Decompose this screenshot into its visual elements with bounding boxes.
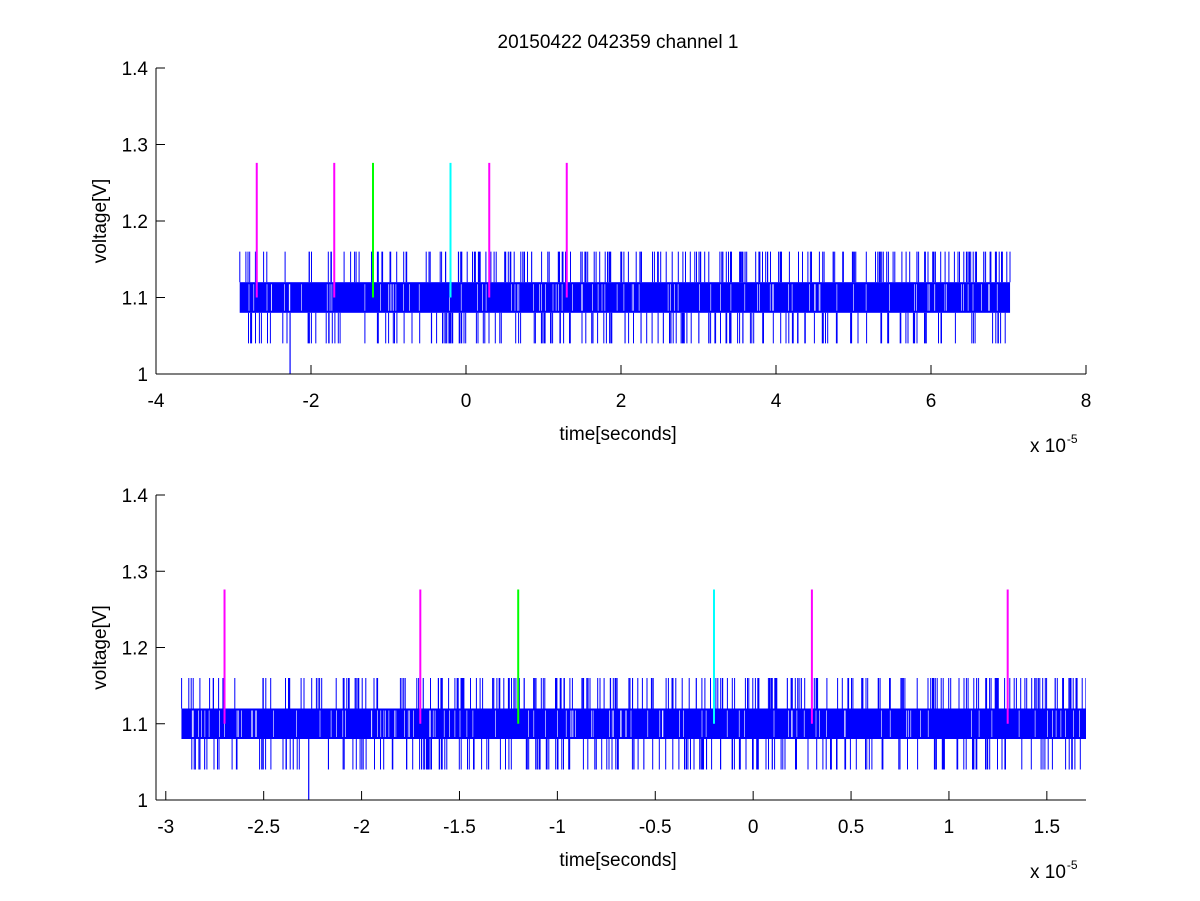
x-exponent-base-bottom: x 10 — [1030, 862, 1066, 883]
y-tick-label-top: 1 — [137, 365, 148, 386]
y-tick-label-bottom: 1.3 — [122, 562, 148, 583]
y-tick-label-top: 1.2 — [122, 212, 148, 233]
x-tick-label-bottom: -1.5 — [443, 817, 476, 838]
x-tick-label-bottom: 1.5 — [1034, 817, 1060, 838]
signal-spike-path-bottom — [181, 678, 1086, 770]
plot-area-top — [239, 162, 1011, 374]
x-tick-label-bottom: 1 — [944, 817, 955, 838]
x-tick-label-bottom: -2 — [353, 817, 370, 838]
x-tick-label-bottom: 0.5 — [838, 817, 864, 838]
x-exponent-label-top: x 10-5 — [1030, 432, 1078, 457]
x-axis-label-bottom: time[seconds] — [559, 850, 676, 871]
x-tick-label-top: -4 — [148, 391, 165, 412]
x-exponent-base-top: x 10 — [1030, 436, 1066, 457]
x-axis-label-top: time[seconds] — [559, 424, 676, 445]
x-exponent-power-top: -5 — [1067, 432, 1078, 446]
x-tick-label-top: 0 — [461, 391, 472, 412]
axes-bottom: voltage[V] time[seconds] x 10-5 -3 -2.5 -2… — [90, 486, 1086, 883]
signal-spikes-top — [239, 251, 1011, 344]
y-tick-label-bottom: 1.1 — [122, 715, 148, 736]
y-tick-label-top: 1.3 — [122, 136, 148, 157]
y-tick-label-top: 1.4 — [122, 59, 149, 80]
signal-gap-path-top — [248, 284, 998, 311]
x-tick-label-bottom: -1 — [549, 817, 566, 838]
y-tick-label-bottom: 1.2 — [122, 639, 148, 660]
figure-title: 20150422 042359 channel 1 — [498, 32, 739, 53]
y-tick-label-bottom: 1.4 — [122, 486, 149, 507]
x-tick-label-bottom: -3 — [157, 817, 174, 838]
signal-band-bottom — [181, 708, 1086, 739]
x-exponent-power-bottom: -5 — [1067, 858, 1078, 872]
y-tick-label-bottom: 1 — [137, 791, 148, 812]
signal-spikes-bottom — [181, 678, 1086, 770]
x-exponent-label-bottom: x 10-5 — [1030, 858, 1078, 883]
axes-top: voltage[V] time[seconds] x 10-5 -4 -2 0 2 4 6… — [90, 59, 1091, 457]
x-tick-label-bottom: -0.5 — [639, 817, 672, 838]
x-tick-label-top: 4 — [771, 391, 782, 412]
x-tick-label-bottom: 0 — [748, 817, 759, 838]
x-tick-label-top: 2 — [616, 391, 627, 412]
signal-spike-path-top — [239, 251, 1011, 344]
signal-band-top — [239, 282, 1011, 313]
x-tick-label-top: 6 — [926, 391, 937, 412]
y-axis-label-top: voltage[V] — [90, 179, 111, 264]
x-tick-label-bottom: -2.5 — [247, 817, 280, 838]
signal-gap-path-bottom — [191, 710, 1080, 737]
x-tick-label-top: 8 — [1081, 391, 1092, 412]
x-tick-label-top: -2 — [303, 391, 320, 412]
y-axis-label-bottom: voltage[V] — [90, 605, 111, 690]
plot-area-bottom — [181, 589, 1086, 800]
y-tick-label-top: 1.1 — [122, 289, 148, 310]
